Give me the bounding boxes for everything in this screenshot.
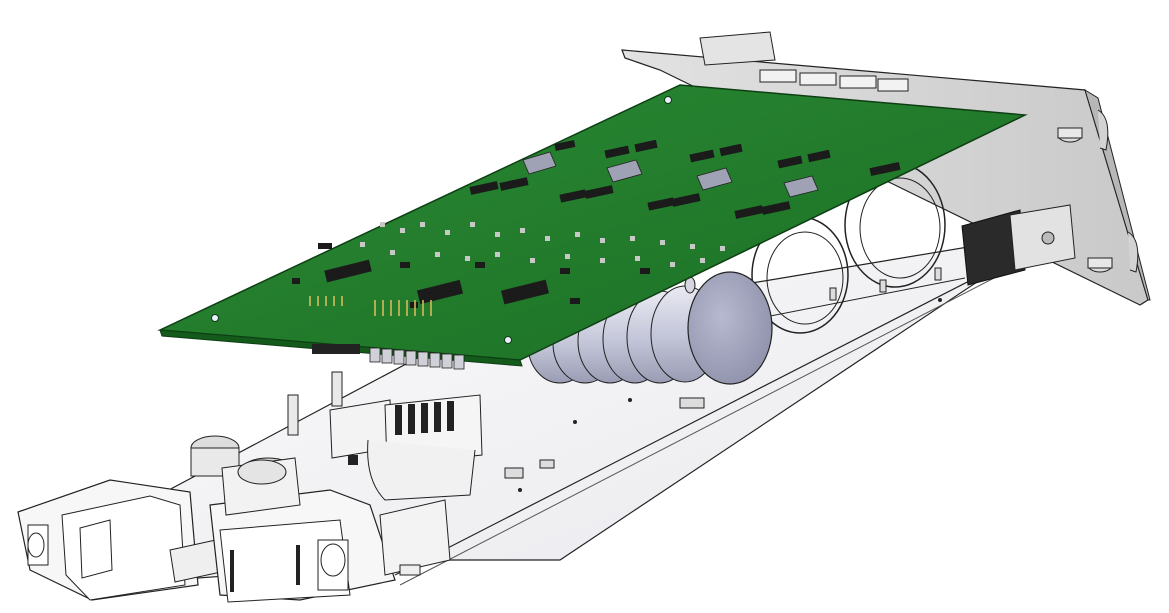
main-pcb [157,84,1028,370]
standoff-pin [287,371,343,436]
panel-stud [1057,127,1083,143]
panel-connector [961,204,1076,286]
xlr-connector [209,489,451,603]
panel-stud [1087,257,1113,273]
jack-housing [221,457,301,516]
terminal-block [329,394,483,501]
smd-chip [292,139,901,308]
relay [522,151,819,198]
capacitor-ring [751,162,966,334]
